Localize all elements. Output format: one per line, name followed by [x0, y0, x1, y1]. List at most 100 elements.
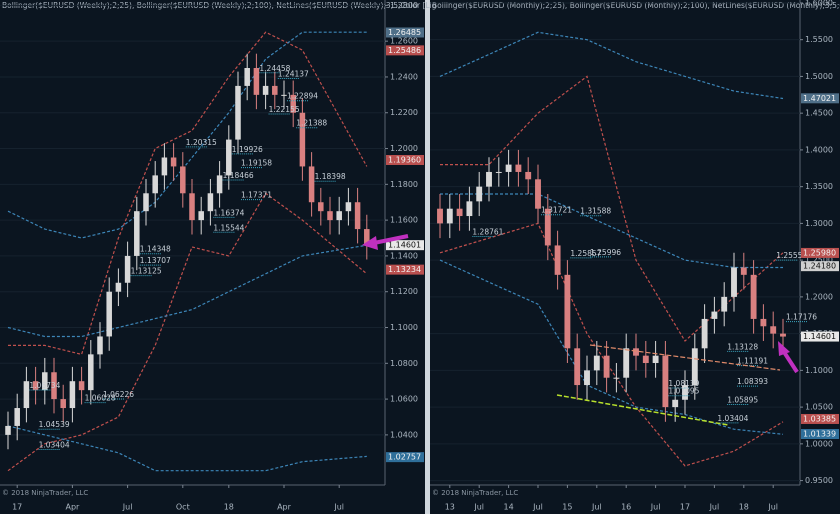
x-tick-label: Jul	[591, 503, 602, 512]
price-label: 1.19360	[388, 155, 421, 164]
y-tick-label: 1.1400	[390, 251, 418, 260]
y-tick-label: 1.2600	[390, 37, 418, 46]
x-tick-label: Jul	[650, 503, 661, 512]
bollinger-band	[439, 31, 784, 100]
price-label: 1.13234	[388, 265, 421, 274]
price-label: 1.14601	[803, 332, 836, 341]
arrow	[362, 234, 409, 250]
candle-body	[198, 211, 204, 221]
candle-body	[180, 166, 186, 194]
y-tick-label: 1.3000	[805, 219, 833, 228]
candle-body	[554, 245, 561, 275]
candle-body	[336, 211, 342, 221]
x-tick-label: 18	[224, 503, 234, 512]
bollinger-band	[8, 31, 368, 356]
candle-body	[327, 211, 333, 221]
candle-body	[721, 296, 728, 312]
candle-body	[253, 68, 260, 95]
bollinger-band	[439, 222, 784, 467]
level-label: 1.14348	[140, 245, 171, 254]
candle-body	[226, 139, 232, 176]
candle-body	[5, 425, 11, 435]
candle-body	[476, 186, 483, 202]
level-label: 1.08393	[737, 377, 768, 386]
level-label: 1.19158	[241, 159, 272, 168]
price-label: 1.24180	[803, 262, 836, 271]
y-tick-label: 1.1200	[390, 287, 418, 296]
y-tick-label: 1.2800	[390, 1, 418, 10]
candle-body	[505, 164, 512, 172]
candle-body	[152, 175, 158, 194]
price-label: 1.14601	[388, 241, 421, 250]
candle-body	[623, 348, 630, 378]
price-label: 1.25980	[803, 248, 836, 257]
x-tick-label: 17	[12, 503, 22, 512]
price-label-box	[386, 452, 424, 463]
y-tick-label: 1.2000	[390, 144, 418, 153]
candle-body	[760, 318, 767, 327]
candle-body	[60, 399, 66, 409]
arrow	[778, 341, 799, 374]
y-tick-label: 1.1600	[390, 216, 418, 225]
candle-body	[446, 208, 453, 224]
candle-body	[189, 193, 195, 221]
y-tick-label: 1.2200	[390, 108, 418, 117]
price-label-box	[801, 93, 839, 104]
price-label: 1.47021	[803, 94, 836, 103]
price-label-box	[801, 261, 839, 272]
y-tick-label: 1.5500	[805, 35, 833, 44]
price-label-box	[801, 331, 839, 342]
candle-body	[281, 94, 287, 96]
candle-body	[731, 267, 737, 297]
x-tick-label: Oct	[176, 503, 190, 512]
candle-body	[466, 201, 473, 217]
candle-body	[574, 348, 581, 386]
candle-body	[69, 381, 76, 409]
price-label-box	[801, 413, 839, 424]
candle-body	[456, 208, 463, 217]
price-label: 1.01339	[803, 430, 836, 439]
candle-body	[32, 381, 39, 391]
y-tick-label: 1.1800	[390, 180, 418, 189]
candle-body	[711, 311, 718, 319]
x-tick-label: Jul	[122, 503, 133, 512]
y-tick-label: 1.5000	[805, 72, 833, 81]
bollinger-band	[439, 259, 784, 435]
level-label: 1.21388	[296, 119, 327, 128]
candle-body	[613, 377, 620, 379]
candle-body	[88, 354, 94, 391]
candle-body	[642, 355, 649, 364]
candle-body	[584, 370, 590, 386]
candle-body	[308, 166, 315, 203]
candle-body	[290, 94, 296, 113]
level-label: 1.17371	[241, 191, 272, 200]
level-label: 1.04539	[39, 420, 70, 429]
x-tick-label: 14	[504, 503, 514, 512]
bollinger-band	[440, 193, 783, 269]
y-tick-label: 1.0400	[390, 430, 418, 439]
y-tick-label: 1.0600	[390, 395, 418, 404]
level-label: 1.22894	[287, 92, 318, 101]
candle-body	[78, 381, 85, 391]
candle-body	[23, 381, 30, 409]
y-tick-label: 1.2000	[805, 292, 833, 301]
level-label: 1.24458	[259, 64, 290, 73]
price-label-box	[386, 45, 424, 56]
level-label: 1.25553	[776, 251, 807, 260]
level-label: 1.11191	[737, 357, 768, 366]
x-tick-label: Apr	[65, 503, 80, 512]
x-tick-label: Jul	[709, 503, 720, 512]
x-tick-label: Apr	[277, 503, 292, 512]
candle-body	[115, 282, 122, 292]
footer: © 2018 NinjaTrader, LLC	[432, 489, 518, 497]
level-label: 1.17176	[786, 313, 817, 322]
level-label: 1.08139	[668, 379, 699, 388]
level-label: 1.24137	[278, 70, 309, 79]
candle-body	[354, 202, 361, 230]
candle-body	[701, 318, 708, 349]
x-tick-label: Jul	[532, 503, 543, 512]
candle-body	[364, 229, 370, 246]
